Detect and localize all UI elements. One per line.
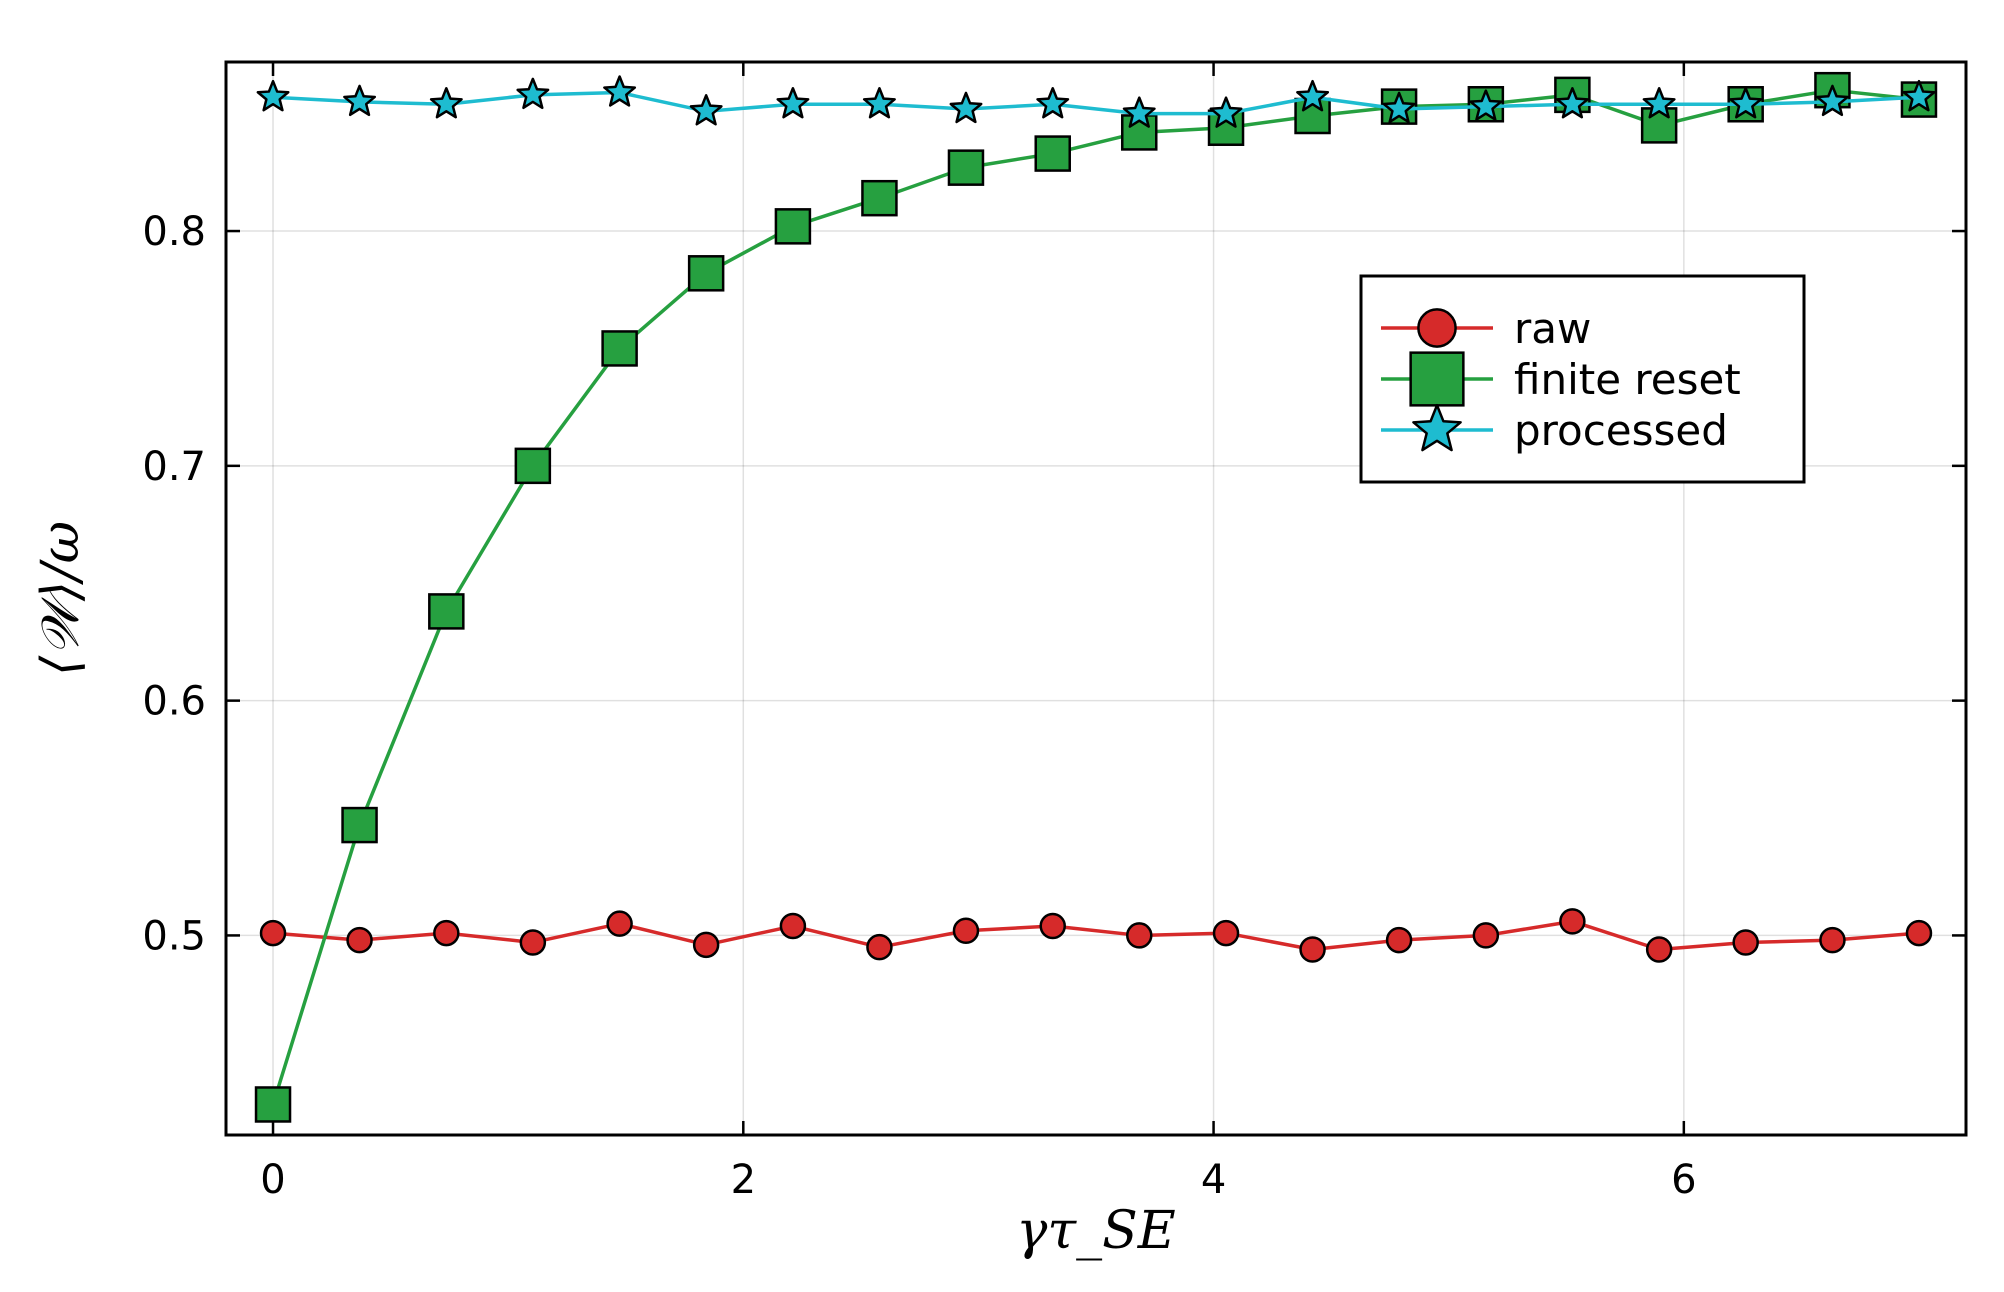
series-processed bbox=[256, 75, 1936, 128]
data-point-processed bbox=[689, 94, 723, 126]
data-point-finite-reset bbox=[514, 447, 552, 485]
legend-marker-processed bbox=[1412, 403, 1462, 452]
data-point-raw bbox=[1385, 926, 1413, 954]
data-point-finite-reset bbox=[428, 593, 465, 630]
data-point-finite-reset bbox=[341, 806, 378, 844]
y-tick-label: 0.8 bbox=[142, 209, 206, 255]
data-point-processed bbox=[1642, 87, 1676, 119]
x-tick-label: 0 bbox=[260, 1157, 285, 1203]
axes: 0 2 4 6 0.5 0.6 0.7 0.8 bbox=[142, 62, 1966, 1203]
y-tick-label: 0.6 bbox=[142, 679, 206, 725]
data-point-raw bbox=[346, 926, 373, 954]
series-line-raw bbox=[272, 919, 1920, 952]
data-point-processed bbox=[1469, 89, 1503, 121]
x-tick-label: 2 bbox=[731, 1157, 756, 1203]
plot-area-frame bbox=[224, 60, 1968, 1137]
x-tick-label: 6 bbox=[1671, 1157, 1696, 1203]
data-point-raw bbox=[692, 931, 720, 959]
data-point-raw bbox=[519, 929, 547, 956]
data-point-raw bbox=[1645, 936, 1673, 963]
legend-item-raw: raw bbox=[1381, 304, 1591, 353]
series-layer bbox=[254, 71, 1938, 1123]
grid-lines bbox=[226, 62, 1966, 1135]
data-point-raw bbox=[1905, 919, 1933, 947]
data-point-processed bbox=[1729, 87, 1763, 119]
data-point-raw bbox=[1819, 926, 1846, 954]
data-point-raw bbox=[779, 912, 807, 940]
data-point-processed bbox=[429, 87, 463, 119]
data-point-processed bbox=[343, 84, 377, 117]
y-tick-label: 0.5 bbox=[142, 913, 206, 959]
series-raw bbox=[259, 908, 1933, 963]
data-point-processed bbox=[256, 79, 290, 112]
data-point-processed bbox=[862, 87, 896, 119]
legend-item-finite-reset: finite reset bbox=[1381, 351, 1741, 407]
data-point-raw bbox=[1732, 929, 1759, 956]
data-point-processed bbox=[776, 87, 810, 119]
data-point-raw bbox=[1299, 936, 1326, 963]
data-point-processed bbox=[1122, 96, 1156, 128]
data-point-processed bbox=[1209, 96, 1243, 128]
legend-label-processed: processed bbox=[1514, 406, 1728, 455]
data-point-processed bbox=[516, 77, 550, 110]
data-point-raw bbox=[1212, 919, 1240, 947]
series-line-processed bbox=[272, 90, 1920, 116]
data-point-raw bbox=[866, 933, 893, 961]
data-point-raw bbox=[606, 910, 633, 937]
legend-marker-raw bbox=[1417, 308, 1457, 348]
data-point-processed bbox=[1382, 91, 1416, 124]
data-point-raw bbox=[1559, 908, 1586, 935]
y-axis-title: ⟨𝒲⟩/ω bbox=[31, 521, 91, 676]
data-point-raw bbox=[1039, 912, 1066, 940]
data-point-processed bbox=[1555, 87, 1589, 119]
data-point-finite-reset bbox=[861, 179, 898, 217]
legend-item-processed: processed bbox=[1381, 403, 1728, 455]
data-point-processed bbox=[1036, 87, 1070, 119]
data-point-raw bbox=[952, 917, 980, 944]
data-point-finite-reset bbox=[601, 330, 638, 367]
data-point-processed bbox=[1296, 79, 1330, 112]
data-point-raw bbox=[1472, 922, 1500, 949]
data-point-raw bbox=[1126, 922, 1153, 949]
data-point-processed bbox=[949, 91, 983, 124]
data-point-processed bbox=[1815, 84, 1849, 117]
data-point-finite-reset bbox=[1640, 107, 1678, 144]
data-point-finite-reset bbox=[947, 149, 985, 186]
legend-label-finite-reset: finite reset bbox=[1514, 355, 1741, 404]
data-point-finite-reset bbox=[774, 208, 812, 245]
data-point-finite-reset bbox=[254, 1086, 292, 1123]
x-axis-title: γτ_SE bbox=[1016, 1201, 1175, 1261]
data-point-raw bbox=[259, 919, 287, 947]
data-point-finite-reset bbox=[687, 255, 725, 292]
legend-label-raw: raw bbox=[1514, 304, 1591, 353]
data-point-raw bbox=[433, 919, 460, 947]
x-tick-label: 4 bbox=[1201, 1157, 1226, 1203]
data-point-processed bbox=[603, 75, 637, 107]
y-tick-label: 0.7 bbox=[142, 444, 206, 490]
legend-marker-finite-reset bbox=[1409, 351, 1465, 407]
data-point-finite-reset bbox=[1034, 135, 1071, 172]
data-point-processed bbox=[1902, 79, 1936, 112]
